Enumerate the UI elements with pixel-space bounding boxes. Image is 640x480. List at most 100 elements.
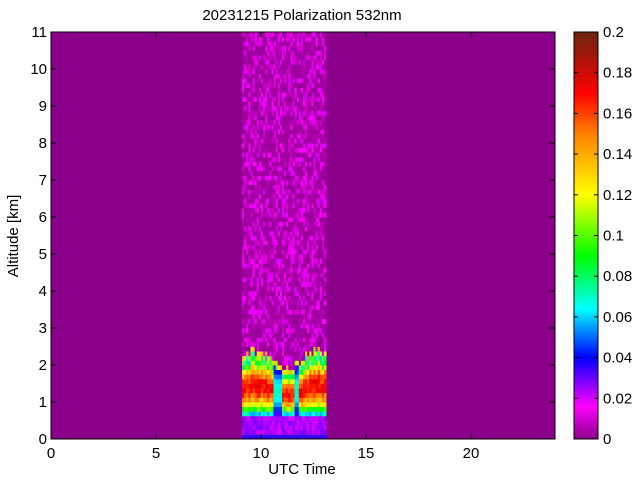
heatmap-cell xyxy=(242,318,245,324)
heatmap-cell xyxy=(279,254,283,260)
heatmap-cell xyxy=(292,101,295,107)
heatmap-cell xyxy=(317,203,321,209)
heatmap-cell xyxy=(275,429,279,435)
heatmap-cell xyxy=(267,323,270,329)
heatmap-cell xyxy=(311,180,314,186)
heatmap-cell xyxy=(263,244,266,250)
heatmap-cell xyxy=(250,180,253,186)
heatmap-cell xyxy=(311,406,314,412)
heatmap-cell xyxy=(317,217,321,223)
heatmap-cell xyxy=(294,429,298,435)
heatmap-cell xyxy=(313,281,316,287)
heatmap-cell xyxy=(307,300,310,306)
heatmap-cell xyxy=(261,383,264,389)
heatmap-cell xyxy=(311,59,314,65)
heatmap-cell xyxy=(258,309,262,315)
heatmap-cell xyxy=(242,203,245,209)
heatmap-cell xyxy=(315,124,319,130)
heatmap-cell xyxy=(269,397,272,403)
heatmap-cell xyxy=(254,96,258,102)
heatmap-cell xyxy=(242,156,245,162)
heatmap-cell xyxy=(313,124,316,130)
heatmap-cell xyxy=(242,129,245,135)
heatmap-cell xyxy=(324,304,327,310)
heatmap-cell xyxy=(271,286,274,292)
heatmap-cell xyxy=(313,365,316,371)
heatmap-cell xyxy=(286,365,289,371)
heatmap-cell xyxy=(271,263,274,269)
heatmap-cell xyxy=(269,184,272,190)
heatmap-cell xyxy=(286,249,289,255)
heatmap-cell xyxy=(324,156,327,162)
heatmap-cell xyxy=(254,328,258,334)
heatmap-cell xyxy=(263,184,266,190)
heatmap-cell xyxy=(294,337,298,343)
heatmap-cell xyxy=(244,235,247,241)
heatmap-cell xyxy=(298,272,302,278)
heatmap-cell xyxy=(250,295,253,301)
heatmap-cell xyxy=(286,300,289,306)
heatmap-cell xyxy=(277,156,281,162)
heatmap-cell xyxy=(324,161,327,167)
heatmap-cell xyxy=(269,87,272,93)
heatmap-cell xyxy=(296,314,300,320)
heatmap-cell xyxy=(315,286,319,292)
heatmap-cell xyxy=(321,87,325,93)
heatmap-cell xyxy=(265,230,268,236)
heatmap-cell xyxy=(309,152,312,158)
heatmap-cell xyxy=(277,415,281,421)
heatmap-cell xyxy=(307,411,310,417)
heatmap-cell xyxy=(246,337,249,343)
heatmap-cell xyxy=(248,244,251,250)
heatmap-cell xyxy=(267,161,270,167)
heatmap-cell xyxy=(300,50,304,56)
heatmap-cell xyxy=(321,175,325,181)
heatmap-cell xyxy=(324,281,327,287)
heatmap-cell xyxy=(246,207,249,213)
heatmap-cell xyxy=(292,402,295,408)
heatmap-cell xyxy=(307,217,310,223)
heatmap-cell xyxy=(309,32,312,38)
heatmap-cell xyxy=(292,92,295,98)
heatmap-cell xyxy=(307,235,310,241)
heatmap-cell xyxy=(263,133,266,139)
heatmap-cell xyxy=(261,258,264,264)
heatmap-cell xyxy=(277,184,281,190)
heatmap-cell xyxy=(242,161,245,167)
heatmap-cell xyxy=(294,180,298,186)
heatmap-cell xyxy=(271,295,274,301)
heatmap-cell xyxy=(321,434,325,440)
heatmap-cell xyxy=(248,355,251,361)
heatmap-cell xyxy=(258,300,262,306)
heatmap-cell xyxy=(313,378,316,384)
heatmap-cell xyxy=(319,152,323,158)
heatmap-cell xyxy=(307,50,310,56)
heatmap-cell xyxy=(267,258,270,264)
heatmap-cell xyxy=(271,110,274,116)
heatmap-cell xyxy=(324,64,327,70)
heatmap-cell xyxy=(258,258,262,264)
heatmap-cell xyxy=(305,429,308,435)
heatmap-cell xyxy=(250,314,253,320)
heatmap-cell xyxy=(242,221,245,227)
heatmap-cell xyxy=(309,318,312,324)
heatmap-cell xyxy=(275,323,279,329)
heatmap-cell xyxy=(319,286,323,292)
heatmap-cell xyxy=(298,277,302,283)
heatmap-cell xyxy=(298,434,302,440)
heatmap-cell xyxy=(305,133,308,139)
heatmap-cell xyxy=(294,73,298,79)
heatmap-cell xyxy=(248,193,251,199)
heatmap-cell xyxy=(296,106,300,112)
heatmap-cell xyxy=(271,337,274,343)
heatmap-cell xyxy=(298,355,302,361)
heatmap-cell xyxy=(254,277,258,283)
heatmap-cell xyxy=(250,45,253,51)
heatmap-cell xyxy=(250,119,253,125)
heatmap-cell xyxy=(277,291,281,297)
heatmap-cell xyxy=(292,314,295,320)
heatmap-cell xyxy=(286,124,289,130)
heatmap-cell xyxy=(292,263,295,269)
heatmap-cell xyxy=(300,36,304,42)
heatmap-cell xyxy=(303,73,306,79)
